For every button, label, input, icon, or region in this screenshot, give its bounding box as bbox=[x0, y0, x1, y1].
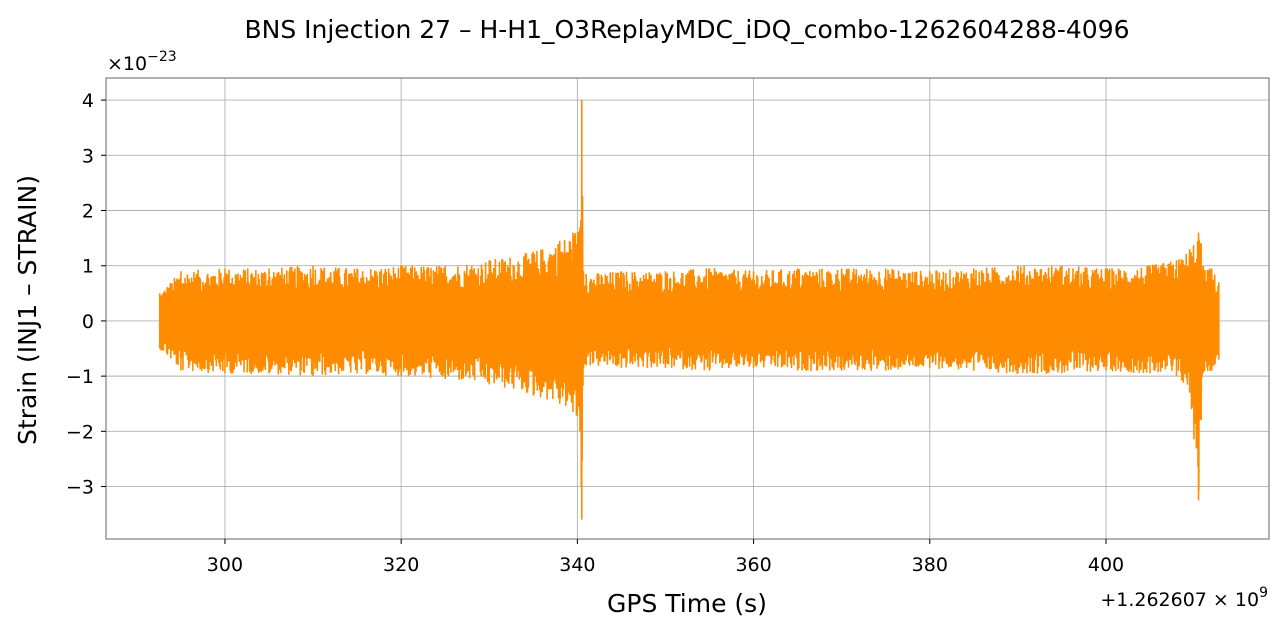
y-tick-label: 4 bbox=[82, 90, 94, 112]
y-tick-label: −3 bbox=[66, 477, 94, 499]
tick-layer: 300 320 340 360 380 400 −3 −2 −1 0 1 2 3 4 bbox=[66, 90, 1124, 576]
y-tick-label: −2 bbox=[66, 421, 94, 443]
x-tick-label: 360 bbox=[735, 554, 771, 576]
y-axis-label: Strain (INJ1 – STRAIN) bbox=[13, 175, 42, 445]
plot-frame bbox=[105, 77, 1270, 540]
x-tick-label: 320 bbox=[383, 554, 419, 576]
x-tick-label: 380 bbox=[912, 554, 948, 576]
y-tick-label: −1 bbox=[66, 366, 94, 388]
x-tick-label: 340 bbox=[559, 554, 595, 576]
series-layer bbox=[158, 100, 1220, 520]
y-tick-label: 2 bbox=[82, 201, 94, 223]
x-tick-label: 400 bbox=[1088, 554, 1124, 576]
strain-series-line bbox=[158, 100, 1220, 520]
y-tick-label: 0 bbox=[82, 311, 94, 333]
svg-text:+1.262607 × 109: +1.262607 × 109 bbox=[1100, 585, 1268, 611]
x-axis-label: GPS Time (s) bbox=[607, 589, 767, 618]
y-scale-label: ×10−23 bbox=[107, 49, 177, 75]
x-offset-label: +1.262607 × 109 bbox=[1100, 585, 1268, 611]
y-tick-label: 1 bbox=[82, 256, 94, 278]
x-tick-label: 300 bbox=[207, 554, 243, 576]
chart-title: BNS Injection 27 – H-H1_O3ReplayMDC_iDQ_… bbox=[244, 15, 1129, 44]
y-tick-label: 3 bbox=[82, 145, 94, 167]
svg-text:×10−23: ×10−23 bbox=[107, 49, 177, 75]
